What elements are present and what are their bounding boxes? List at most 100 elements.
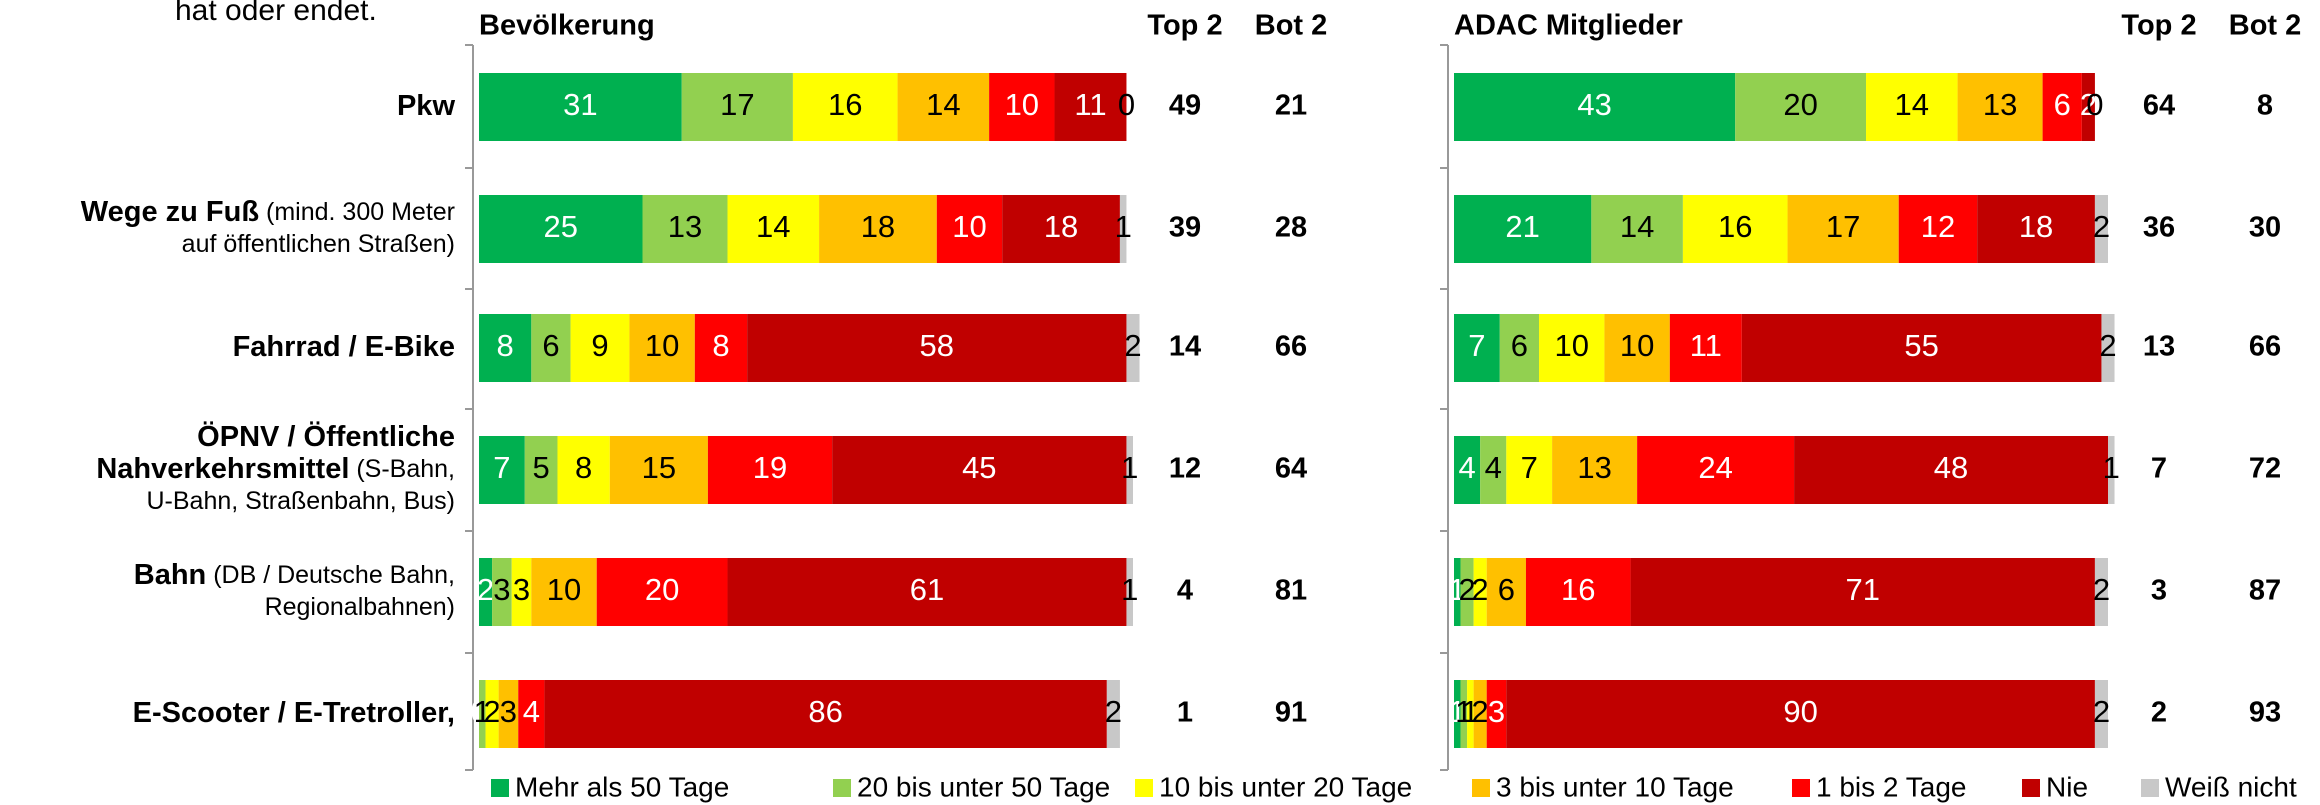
bot2-value: 72 (2249, 453, 2281, 485)
bar-segment (1552, 436, 1638, 504)
value-label: 2 (483, 694, 500, 729)
bar-segment (479, 558, 493, 626)
top2-value: 36 (2143, 212, 2175, 244)
bar-segment (1473, 558, 1487, 626)
value-label: 5 (533, 450, 550, 485)
value-label: 8 (712, 328, 729, 363)
bar-segment (792, 73, 898, 141)
bar-segment (531, 314, 571, 382)
bar-segment (819, 195, 937, 263)
value-label: 7 (1521, 450, 1538, 485)
value-label: 7 (1468, 328, 1485, 363)
top2-value: 49 (1169, 90, 1201, 122)
bar-segment (1957, 73, 2043, 141)
value-label: 10 (1005, 87, 1039, 122)
value-label: 8 (497, 328, 514, 363)
bar-segment (1454, 680, 1461, 748)
bar-segment (1486, 680, 1507, 748)
value-label: 2 (477, 572, 494, 607)
bar-segment (707, 436, 833, 504)
value-label: 13 (1577, 450, 1611, 485)
bot2-value: 87 (2249, 575, 2281, 607)
value-label: 25 (544, 209, 578, 244)
value-label: 10 (547, 572, 581, 607)
bar-segment (1682, 195, 1788, 263)
row-label: Wege zu Fuß (mind. 300 Meter (81, 196, 455, 228)
value-label: 3 (500, 694, 517, 729)
bar-segment (642, 195, 728, 263)
bar-segment (544, 680, 1107, 748)
bot2-value: 28 (1275, 212, 1307, 244)
value-label: 6 (542, 328, 559, 363)
value-label: 17 (720, 87, 754, 122)
bot2-value: 66 (1275, 331, 1307, 363)
value-label: 15 (642, 450, 676, 485)
row-label-note: Regionalbahnen) (265, 593, 455, 621)
row-label-bold: Nahverkehrsmittel (96, 453, 349, 485)
row-label-bold: Bahn (134, 559, 207, 591)
bar-segment (1669, 314, 1742, 382)
value-label: 19 (753, 450, 787, 485)
bar-segment (1506, 436, 1553, 504)
value-label: 55 (1904, 328, 1938, 363)
value-label: 1 (2103, 450, 2120, 485)
value-label: 13 (668, 209, 702, 244)
value-label: 9 (591, 328, 608, 363)
bar-segment (1454, 314, 1500, 382)
bot2-header: Bot 2 (1255, 10, 1328, 42)
value-label: 45 (962, 450, 996, 485)
value-label: 2 (1472, 694, 1489, 729)
value-label: 58 (920, 328, 954, 363)
bar-segment (2042, 73, 2082, 141)
value-label: 13 (1983, 87, 2017, 122)
top2-value: 13 (2143, 331, 2175, 363)
bar-segment (609, 436, 708, 504)
value-label: 61 (910, 572, 944, 607)
legend-label: 10 bis unter 20 Tage (1159, 771, 1412, 802)
bar-segment (479, 73, 682, 141)
value-label: 24 (1698, 450, 1732, 485)
bar-segment (1866, 73, 1958, 141)
bot2-value: 81 (1275, 575, 1307, 607)
value-label: 0 (1118, 87, 1135, 122)
top2-value: 64 (2143, 90, 2175, 122)
value-label: 6 (2054, 87, 2071, 122)
bar-segment (629, 314, 695, 382)
row-label: Bahn (DB / Deutsche Bahn, (134, 559, 455, 591)
value-label: 2 (1124, 328, 1141, 363)
bar-segment (1741, 314, 2102, 382)
bar-segment (524, 436, 558, 504)
bar-segment (1002, 195, 1120, 263)
value-label: 1 (1115, 209, 1132, 244)
top2-value: 7 (2151, 453, 2167, 485)
value-label: 31 (563, 87, 597, 122)
value-label: 86 (808, 694, 842, 729)
bar-segment (2094, 558, 2108, 626)
value-label: 4 (1485, 450, 1502, 485)
legend-label: Nie (2046, 771, 2088, 802)
bar-segment (747, 314, 1127, 382)
value-label: 2 (1458, 572, 1475, 607)
legend-swatch (2141, 779, 2159, 797)
bot2-value: 91 (1275, 697, 1307, 729)
bar-segment (1486, 558, 1526, 626)
bar-segment (681, 73, 793, 141)
bar-segment (531, 558, 597, 626)
row-label: ÖPNV / Öffentliche (197, 420, 455, 453)
bot2-value: 30 (2249, 212, 2281, 244)
bar-segment (2094, 195, 2108, 263)
bar-segment (1454, 558, 1461, 626)
bar-segment (1454, 73, 1736, 141)
value-label: 20 (1783, 87, 1817, 122)
bar-segment (1630, 558, 2095, 626)
row-label-bold: ÖPNV / Öffentliche (197, 420, 455, 453)
legend-swatch (1792, 779, 1810, 797)
top2-value: 4 (1177, 575, 1193, 607)
value-label: 18 (861, 209, 895, 244)
bar-segment (694, 314, 748, 382)
value-label: 8 (575, 450, 592, 485)
bar-segment (2081, 73, 2095, 141)
top2-header: Top 2 (1147, 10, 1222, 42)
legend-swatch (833, 779, 851, 797)
